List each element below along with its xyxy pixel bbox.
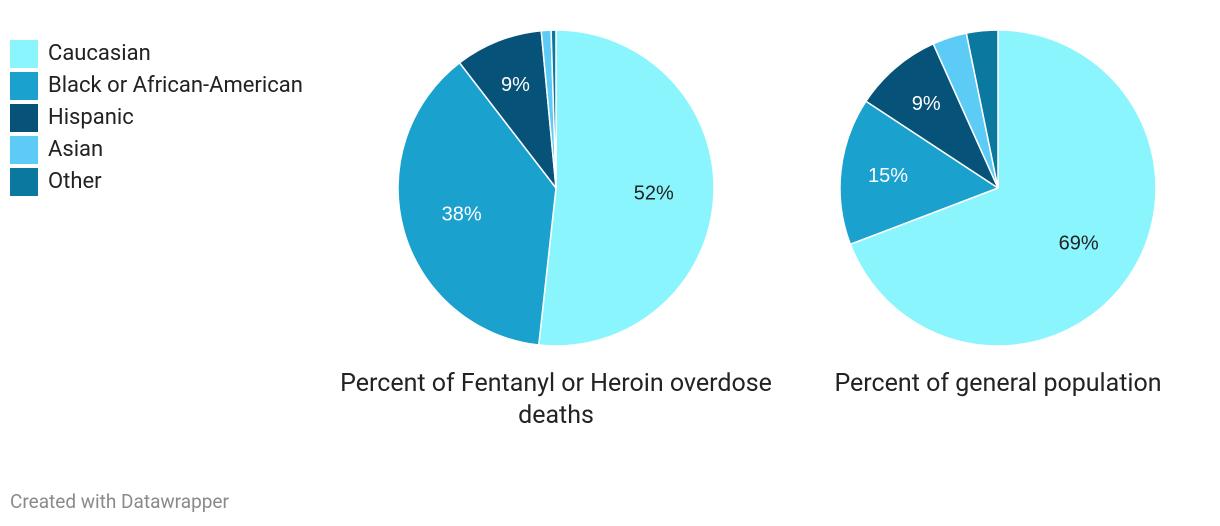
legend-label-caucasian: Caucasian: [48, 41, 151, 66]
pie-slice-other: [550, 29, 557, 189]
pie-label-caucasian: 52%: [634, 182, 674, 204]
legend-swatch-other: [10, 168, 38, 196]
legend-swatch-asian: [10, 136, 38, 164]
legend-label-asian: Asian: [48, 137, 104, 162]
pie-slice-caucasian: [537, 29, 715, 347]
legend-label-black-or-african-american: Black or African-American: [48, 73, 303, 98]
legend-item-hispanic: Hispanic: [10, 102, 370, 134]
legend-swatch-black-or-african-american: [10, 72, 38, 100]
legend-item-caucasian: Caucasian: [10, 38, 370, 70]
legend: Caucasian Black or African-American Hisp…: [10, 38, 370, 198]
pie-chart-overdose-deaths: 52% 38% 9%: [397, 29, 715, 347]
pie-label-black-or-african-american: 15%: [868, 165, 908, 187]
pie-label-black-or-african-american: 38%: [442, 203, 482, 225]
pie-slice-black-or-african-american: [839, 100, 999, 245]
pie-slice-hispanic: [458, 29, 557, 189]
pie-slice-other: [965, 29, 999, 189]
credit-text: Created with Datawrapper: [10, 490, 229, 513]
legend-swatch-hispanic: [10, 104, 38, 132]
pie-slice-caucasian: [849, 29, 1157, 347]
pie-slice-black-or-african-american: [397, 62, 557, 346]
pie-label-caucasian: 69%: [1059, 233, 1099, 255]
legend-swatch-caucasian: [10, 40, 38, 68]
chart-title-overdose-deaths: Percent of Fentanyl or Heroin overdose d…: [340, 369, 772, 430]
legend-item-black-or-african-american: Black or African-American: [10, 70, 370, 102]
pie-label-hispanic: 9%: [912, 93, 941, 115]
legend-item-asian: Asian: [10, 134, 370, 166]
pie-label-hispanic: 9%: [501, 74, 530, 96]
legend-item-other: Other: [10, 166, 370, 198]
pie-chart-general-population: 69% 15% 9%: [839, 29, 1157, 347]
legend-label-hispanic: Hispanic: [48, 105, 134, 130]
chart-title-general-population: Percent of general population: [834, 369, 1162, 398]
legend-label-other: Other: [48, 169, 102, 194]
pie-slice-hispanic: [865, 43, 999, 189]
